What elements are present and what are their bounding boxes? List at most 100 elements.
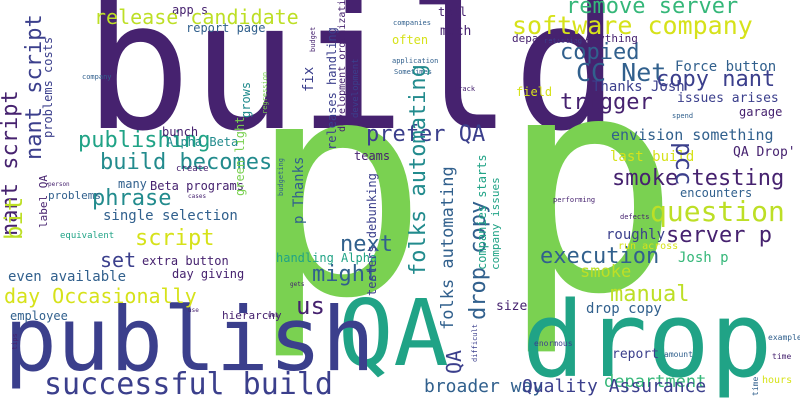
word-testers-debunking: testers debunking	[365, 173, 379, 296]
word-gets: amount	[664, 350, 693, 359]
word-next: next	[340, 232, 393, 257]
word-encounters: encounters	[680, 186, 753, 200]
word-beta-programs: Beta programs	[150, 179, 244, 193]
word-phrase: phrase	[92, 186, 172, 211]
word-application: application	[392, 57, 439, 65]
word-example: example	[768, 333, 800, 342]
word-bunch: bunch	[162, 125, 199, 139]
word-sometimes: Sometimes	[394, 68, 432, 76]
word-day-giving: day giving	[172, 267, 245, 281]
word-set: set	[100, 248, 137, 272]
word-envision-something: envision something	[611, 126, 774, 144]
word-p-large-2: p	[500, 11, 681, 360]
word-broader-way: department	[604, 372, 707, 392]
word-development-organization: development organization	[337, 0, 348, 132]
word-equivalent: equivalent	[60, 231, 115, 241]
word-department-anything: department Anything	[512, 32, 638, 45]
word-script: script	[135, 226, 215, 251]
word-employee: employee	[10, 309, 68, 323]
word-grows: grows	[239, 81, 253, 118]
word-teams: create	[176, 164, 209, 174]
word-enormous: enormous	[534, 339, 573, 348]
word-label-qa: label QA	[37, 175, 50, 228]
word-might: might	[312, 262, 379, 287]
word-day-occasionally: day Occasionally	[4, 284, 197, 308]
word-budget: budget	[309, 26, 317, 52]
word-difficult: difficult	[471, 324, 479, 362]
word-person: person	[48, 181, 70, 188]
word-run-across: run across	[618, 241, 679, 252]
word-manual: broader way	[424, 376, 544, 397]
word-remove-server: remove server	[566, 0, 739, 19]
word-even-available: even available	[8, 269, 127, 285]
word-us: us	[296, 292, 325, 320]
word-bit: bit	[0, 196, 28, 240]
word-handling-alpha: handling Alpha	[276, 251, 378, 265]
word-josh-p: Josh p	[678, 250, 729, 266]
word-performing: performing	[553, 196, 596, 204]
word-prefer-qa: prefer QA	[366, 122, 486, 147]
word-company: company	[82, 73, 112, 81]
word-tips: tips	[11, 333, 19, 350]
word-amount: web	[268, 312, 279, 319]
word-single-selection: single selection	[103, 208, 238, 224]
word-extra-button: extra button	[142, 254, 229, 268]
word-defects: defects	[620, 213, 650, 221]
word-problems: problems	[48, 189, 101, 202]
word-development: development	[351, 58, 361, 118]
word-report: hours	[762, 375, 793, 386]
word-retesting: retesting	[544, 37, 582, 45]
word-green-light: green light	[233, 116, 247, 196]
word-pcc: pcc	[670, 142, 698, 186]
word-regression: regression	[261, 71, 269, 114]
word-alpha-beta: Alpha Beta	[166, 135, 239, 149]
word-quality-assurance: drop copy	[586, 301, 662, 317]
word-p-large-1: p	[248, 15, 429, 364]
word-smoke: Quality Assurance	[522, 376, 707, 397]
word-copy-nant: copy nant	[656, 67, 776, 92]
word-track: track	[454, 85, 476, 93]
word-force-button: Force button	[675, 59, 777, 75]
word-copied: release candidate	[94, 5, 299, 29]
word-size: report	[612, 347, 659, 362]
word-hours: time	[751, 376, 760, 396]
word-creating-many: manual	[610, 282, 690, 307]
word-report-page: report page	[186, 21, 266, 35]
word-execution: execution	[540, 244, 660, 269]
word-qa: QA	[338, 280, 449, 387]
word-fix: fix	[301, 66, 317, 92]
word-create: teams	[354, 149, 391, 163]
word-automate: publishing	[78, 128, 211, 153]
word-many: many	[118, 177, 147, 191]
word-build: build	[84, 0, 620, 170]
word-thanks-josh: Thanks Josh	[592, 79, 685, 95]
word-problems-costs: problems costs	[41, 36, 55, 138]
word-hierarchy: hierarchy	[222, 309, 282, 322]
word-folks-automating: folks automating	[438, 166, 458, 330]
word-publish: publish	[4, 288, 375, 391]
word-web: gets	[290, 281, 305, 288]
word-smoke-testing: smoke testing	[612, 166, 785, 191]
word-software-company: software company	[512, 11, 753, 40]
word-existing-successful: smoke	[580, 262, 632, 282]
word-last-build: last build	[610, 149, 695, 165]
word-field: field	[516, 85, 553, 99]
word-tell: tell	[438, 5, 467, 19]
word-garage: garage	[739, 105, 783, 119]
word-much: much	[440, 24, 472, 39]
word-issues-arises: issues arises	[677, 91, 779, 106]
word-roughly: roughly	[606, 227, 666, 243]
word-companies-starts: companies starts	[475, 154, 489, 270]
word-drop: drop	[522, 279, 773, 400]
word-question: question	[650, 195, 785, 228]
word-app-s: app s	[172, 3, 209, 17]
word-use: use	[188, 307, 199, 314]
word-cc-net: CC Net	[576, 58, 667, 87]
word-successful-build: successful build	[44, 367, 333, 400]
word-qa-vertical: QA	[442, 349, 466, 374]
word-trigger: trigger	[560, 90, 653, 115]
word-drop-copy: folks automating	[406, 64, 431, 276]
word-often: often	[392, 33, 429, 47]
word-cases: cases	[188, 193, 207, 200]
word-publishing: build becomes	[100, 150, 273, 175]
